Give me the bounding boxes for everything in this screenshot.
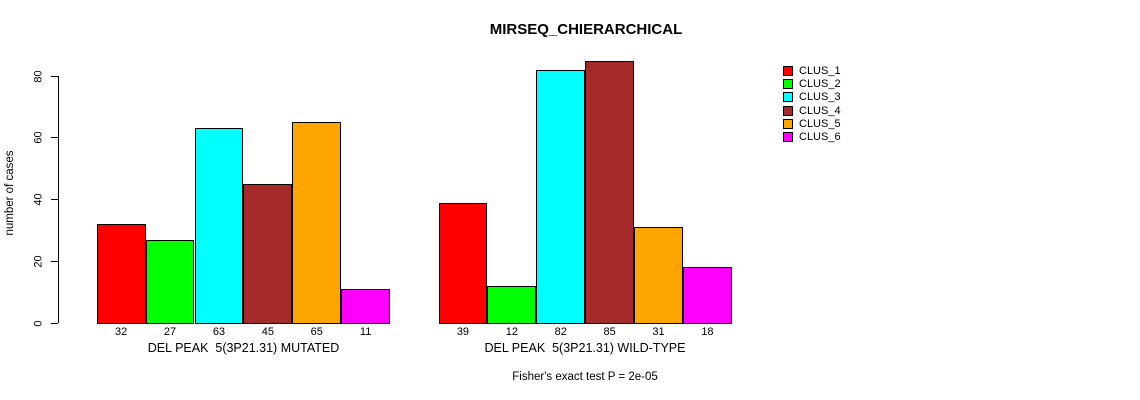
y-axis-tick <box>50 322 58 324</box>
y-axis-tick <box>50 260 58 262</box>
bar-value-label: 27 <box>163 326 177 338</box>
legend-row: CLUS_6 <box>783 130 841 143</box>
y-axis-tick <box>50 75 58 77</box>
bar-value-label: 45 <box>261 326 274 338</box>
bar-clus_4 <box>585 60 635 324</box>
legend-row: CLUS_1 <box>783 64 841 77</box>
group-label-wild-type: DEL PEAK 5(3P21.31) WILD-TYPE <box>484 341 686 355</box>
bar-clus_6 <box>341 289 391 324</box>
y-tick-label: 60 <box>32 131 45 144</box>
y-axis-tick <box>50 137 58 139</box>
bar-value-label: 31 <box>652 326 665 338</box>
bar-value-label: 65 <box>310 326 323 338</box>
y-tick-label: 20 <box>32 255 45 268</box>
legend-label: CLUS_5 <box>799 117 841 130</box>
legend: CLUS_1 CLUS_2 CLUS_3 CLUS_4 CLUS_5 CLUS_6 <box>783 64 841 144</box>
footnote: Fisher's exact test P = 2e-05 <box>512 371 658 383</box>
bar-clus_2 <box>145 239 195 324</box>
y-tick-label: 80 <box>32 69 45 83</box>
bar-clus_6 <box>683 267 732 324</box>
y-tick-label: 40 <box>32 193 45 206</box>
bar-clus_4 <box>243 184 293 324</box>
y-axis-title: number of cases <box>4 150 16 236</box>
legend-row: CLUS_2 <box>783 77 841 90</box>
group-label-mutated: DEL PEAK 5(3P21.31) MUTATED <box>147 341 340 355</box>
legend-label: CLUS_2 <box>799 77 841 90</box>
bar-value-label: 12 <box>505 326 518 338</box>
legend-row: CLUS_5 <box>783 117 841 130</box>
legend-swatch-icon <box>783 132 793 143</box>
legend-swatch-icon <box>783 65 793 76</box>
bar-value-label: 32 <box>115 326 128 338</box>
y-axis-line <box>57 76 59 323</box>
legend-label: CLUS_6 <box>799 131 841 144</box>
bar-value-label: 11 <box>359 326 372 338</box>
bar-clus_1 <box>438 202 488 324</box>
legend-row: CLUS_4 <box>783 104 841 117</box>
legend-swatch-icon <box>783 118 793 129</box>
bar-clus_1 <box>96 224 146 324</box>
legend-row: CLUS_3 <box>783 91 841 104</box>
bar-clus_3 <box>194 128 244 324</box>
bar-value-label: 82 <box>554 326 567 338</box>
legend-label: CLUS_4 <box>799 104 841 117</box>
bar-clus_3 <box>536 69 586 324</box>
bar-clus_2 <box>487 285 537 324</box>
y-tick-label: 0 <box>32 319 45 327</box>
legend-swatch-icon <box>783 92 793 103</box>
legend-label: CLUS_1 <box>799 64 841 77</box>
y-axis-tick <box>50 199 58 200</box>
bar-value-label: 39 <box>456 326 470 338</box>
bar-value-label: 85 <box>603 326 616 338</box>
bar-value-label: 18 <box>701 326 714 338</box>
legend-label: CLUS_3 <box>799 91 841 104</box>
bar-clus_5 <box>292 122 342 324</box>
legend-swatch-icon <box>783 105 793 116</box>
legend-swatch-icon <box>783 78 793 89</box>
bar-clus_5 <box>634 227 683 324</box>
chart-title: MIRSEQ_CHIERARCHICAL <box>489 21 683 38</box>
bar-value-label: 63 <box>212 326 226 338</box>
